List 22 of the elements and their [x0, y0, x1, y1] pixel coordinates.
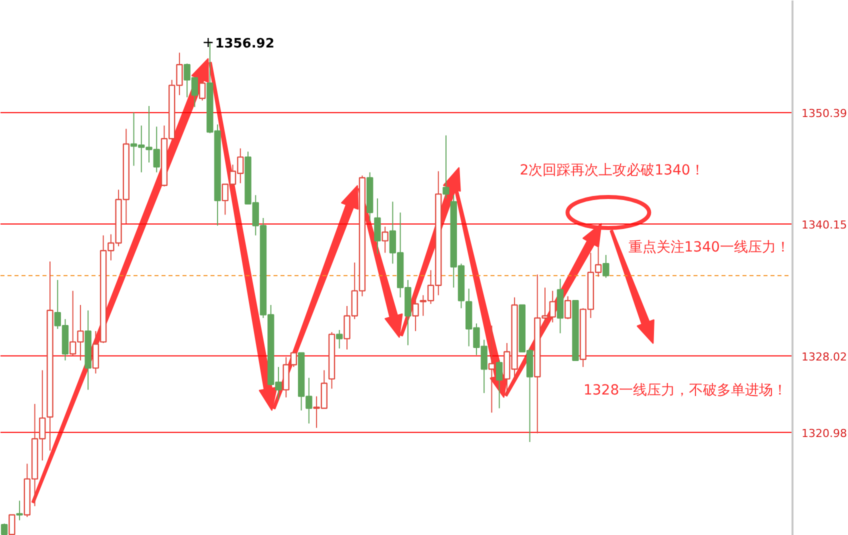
annotation: 1328一线压力，不破多单进场！ [583, 382, 788, 398]
candlestick [496, 360, 503, 409]
annotation: 1356.92 [215, 36, 274, 52]
candlestick [8, 514, 16, 535]
candlestick [374, 198, 381, 254]
candlestick [564, 296, 572, 320]
candlestick [488, 325, 496, 414]
annotation: 2次回踩再次上攻必破1340！ [520, 162, 704, 178]
candlestick [336, 329, 343, 349]
annotation: 重点关注1340一线压力！ [628, 240, 790, 256]
y-tick-label: 1328.02 [802, 350, 847, 364]
candlestick [602, 254, 610, 278]
candlestick [382, 226, 388, 254]
candlestick [16, 500, 23, 521]
candlestick [92, 330, 100, 374]
candlestick [412, 294, 419, 332]
y-tick-label: 1350.39 [802, 107, 847, 120]
candlestick [442, 134, 450, 199]
candlestick [198, 79, 206, 102]
y-tick-label: 1320.98 [802, 426, 847, 440]
candlestick [0, 523, 8, 535]
y-tick-label: 1340.15 [802, 218, 847, 232]
